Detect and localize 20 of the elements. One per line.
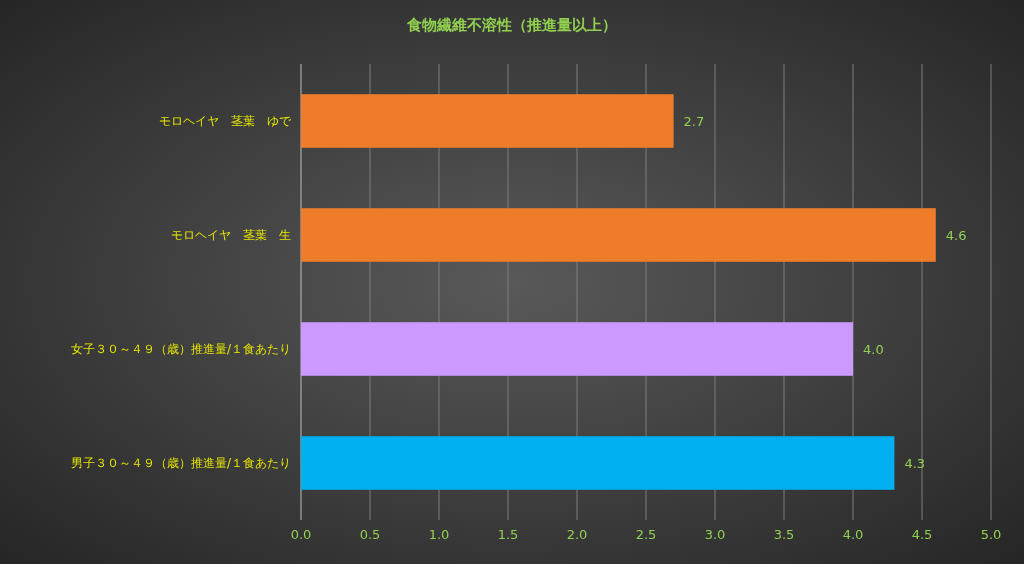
x-tick-label: 0.5 <box>359 527 381 542</box>
x-tick-label: 3.0 <box>704 527 726 542</box>
chart-title: 食物繊維不溶性（推進量以上） <box>406 16 617 34</box>
x-tick-label: 3.5 <box>773 527 795 542</box>
y-tick-label: 女子３０～４９（歳）推進量/１食あたり <box>70 342 291 357</box>
data-label: 4.3 <box>904 455 926 471</box>
data-label: 2.7 <box>683 113 705 129</box>
x-tick-label: 2.5 <box>635 527 657 542</box>
x-tick-label: 2.0 <box>566 527 588 542</box>
data-label: 4.0 <box>863 341 884 357</box>
x-tick-label: 5.0 <box>980 527 1002 542</box>
x-tick-label: 1.5 <box>497 527 519 542</box>
x-tick-label: 1.0 <box>428 527 450 542</box>
x-tick-label: 0.0 <box>290 527 312 542</box>
x-tick-label: 4.5 <box>911 527 933 542</box>
data-label: 4.6 <box>945 227 967 243</box>
y-tick-label: モロヘイヤ 茎葉 生 <box>171 228 291 243</box>
x-tick-label: 4.0 <box>842 527 864 542</box>
y-tick-label: 男子３０～４９（歳）推進量/１食あたり <box>70 456 291 471</box>
y-tick-label: モロヘイヤ 茎葉 ゆで <box>159 114 292 129</box>
